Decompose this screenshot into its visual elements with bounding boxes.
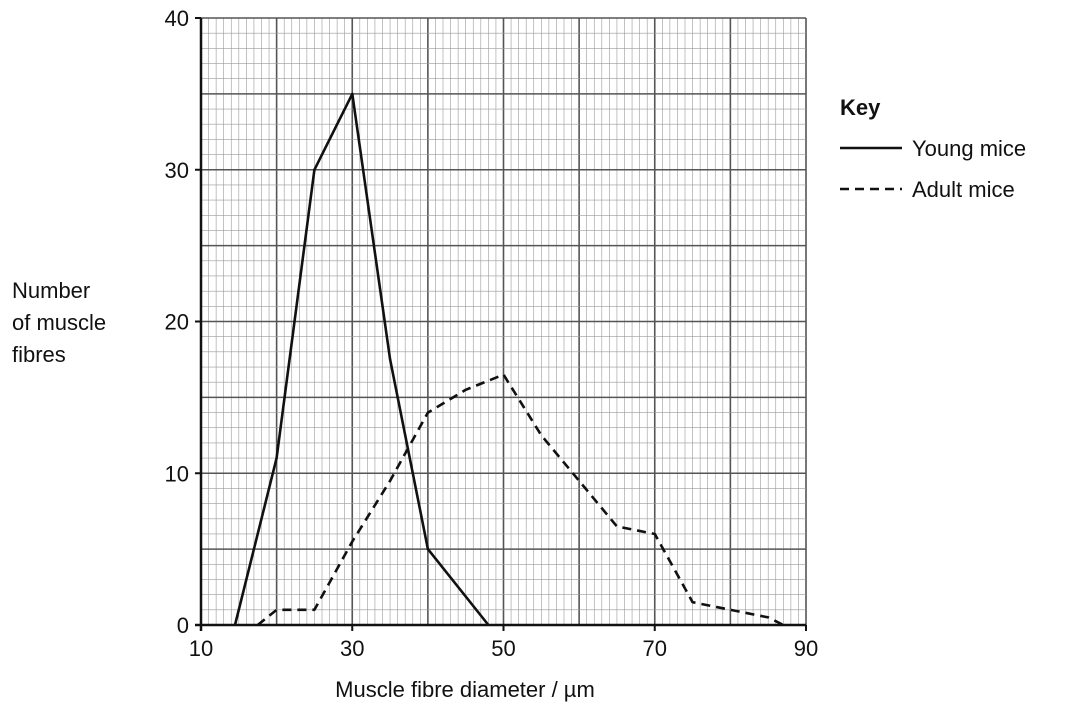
legend-young-label: Young mice [912,136,1026,161]
x-axis-label: Muscle fibre diameter / µm [335,677,595,702]
y-axis-label-line-1: Number [12,278,90,303]
legend-adult-label: Adult mice [912,177,1015,202]
x-tick-labels: 10 30 50 70 90 [189,625,818,661]
grid [200,17,807,626]
y-tick-label: 30 [165,158,189,183]
x-tick-label: 70 [643,636,667,661]
young-mice-line [233,92,490,626]
legend-title: Key [840,95,881,120]
y-tick-label: 40 [165,6,189,31]
x-tick-label: 90 [794,636,818,661]
y-axis-label-line-3: fibres [12,342,66,367]
y-tick-labels: 0 10 20 30 40 [165,6,201,638]
x-tick-label: 50 [491,636,515,661]
axes [195,18,806,631]
y-tick-label: 0 [177,613,189,638]
adult-mice-line [256,373,784,627]
y-tick-label: 10 [165,461,189,486]
legend: Key Young mice Adult mice [840,95,1026,202]
x-tick-label: 30 [340,636,364,661]
y-tick-label: 20 [165,310,189,335]
series-group [233,92,784,627]
x-tick-label: 10 [189,636,213,661]
y-axis-label-line-2: of muscle [12,310,106,335]
